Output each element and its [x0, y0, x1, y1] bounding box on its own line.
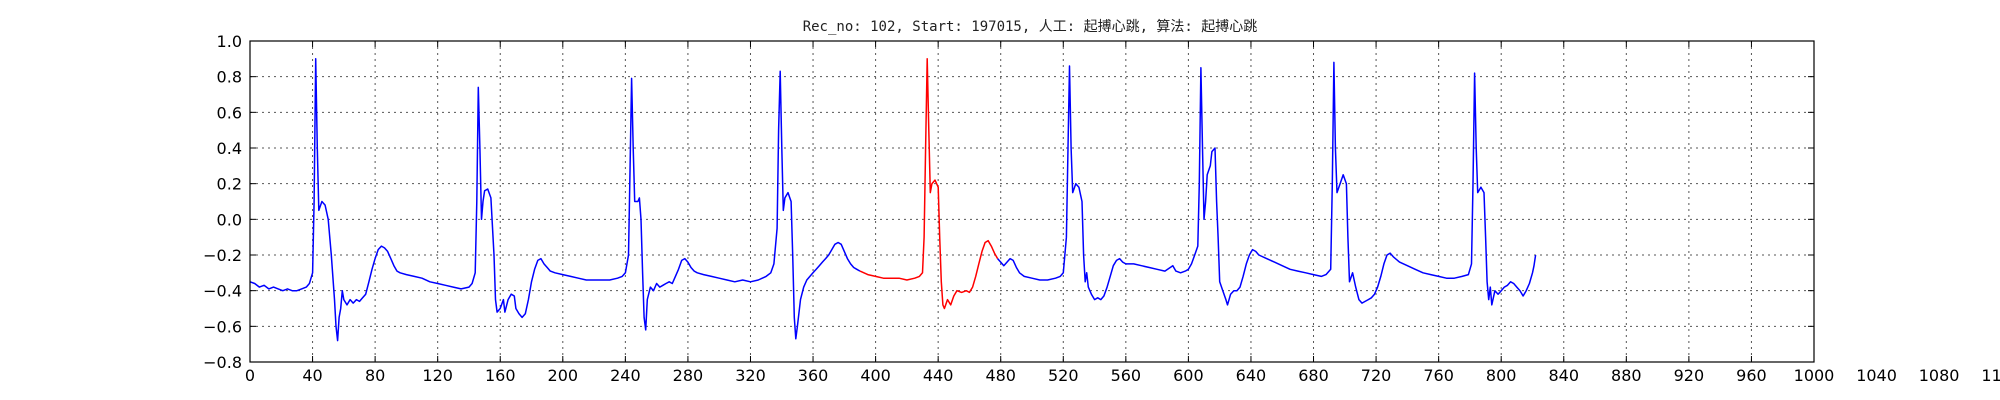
y-tick-label: −0.4 — [203, 282, 242, 301]
x-tick-label: 520 — [1048, 366, 1079, 385]
x-tick-label: 360 — [798, 366, 829, 385]
x-tick-label: 760 — [1423, 366, 1454, 385]
x-tick-label: 160 — [485, 366, 516, 385]
series-layer — [249, 58, 1537, 342]
y-tick-label: 1.0 — [217, 32, 242, 51]
x-tick-label: 200 — [548, 366, 579, 385]
x-tick-label: 1040 — [1856, 366, 1897, 385]
x-tick-label: 640 — [1236, 366, 1267, 385]
x-tick-label: 720 — [1361, 366, 1392, 385]
x-tick-label: 600 — [1173, 366, 1204, 385]
x-tick-label: 120 — [422, 366, 453, 385]
x-tick-label: 400 — [860, 366, 891, 385]
x-tick-label: 880 — [1611, 366, 1642, 385]
x-tick-label: 1120 — [1981, 366, 2000, 385]
x-tick-label: 1080 — [1919, 366, 1960, 385]
y-tick-label: 0.2 — [217, 175, 242, 194]
series-line-1 — [859, 58, 999, 310]
x-tick-label: 960 — [1736, 366, 1767, 385]
x-tick-label: 440 — [923, 366, 954, 385]
x-tick-label: 480 — [985, 366, 1016, 385]
grid-lines — [250, 41, 1814, 362]
plot-frame — [249, 40, 1815, 363]
x-tick-label: 920 — [1674, 366, 1705, 385]
x-tick-label: 40 — [302, 366, 322, 385]
x-tick-label: 560 — [1111, 366, 1142, 385]
y-tick-label: 0.4 — [217, 139, 242, 158]
x-tick-label: 840 — [1548, 366, 1579, 385]
x-tick-label: 240 — [610, 366, 641, 385]
x-tick-label: 1000 — [1794, 366, 1835, 385]
y-tick-label: −0.8 — [203, 353, 242, 372]
y-tick-label: 0.6 — [217, 103, 242, 122]
x-tick-label: 680 — [1298, 366, 1329, 385]
x-axis: 0 40 80 120 160 200 240 280 320 360 400 440 480 520 56… — [245, 41, 2000, 385]
y-tick-label: 0.0 — [217, 210, 242, 229]
y-tick-label: −0.6 — [203, 317, 242, 336]
y-axis: −0.8 −0.6 −0.4 −0.2 0.0 0.2 0.4 0.6 0.8 1.0 — [203, 32, 1814, 372]
series-line-0 — [249, 58, 861, 342]
x-tick-label: 800 — [1486, 366, 1517, 385]
y-tick-label: 0.8 — [217, 68, 242, 87]
chart-title: Rec_no: 102, Start: 197015, 人工: 起搏心跳, 算法… — [803, 18, 1258, 35]
x-tick-label: 80 — [365, 366, 385, 385]
x-tick-label: 320 — [735, 366, 766, 385]
x-tick-label: 280 — [673, 366, 704, 385]
x-tick-label: 0 — [245, 366, 255, 385]
y-tick-label: −0.2 — [203, 246, 242, 265]
series-line-2 — [997, 61, 1537, 306]
